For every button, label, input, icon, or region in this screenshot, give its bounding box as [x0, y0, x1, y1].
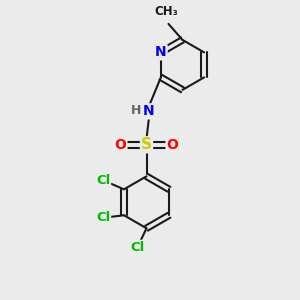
Text: N: N [155, 45, 167, 59]
Text: N: N [143, 104, 155, 118]
Text: O: O [115, 138, 127, 152]
Text: S: S [141, 137, 152, 152]
Text: Cl: Cl [96, 174, 110, 187]
Text: Cl: Cl [96, 211, 110, 224]
Text: H: H [131, 104, 142, 117]
Text: CH₃: CH₃ [154, 5, 178, 18]
Text: O: O [167, 138, 178, 152]
Text: Cl: Cl [130, 241, 145, 254]
